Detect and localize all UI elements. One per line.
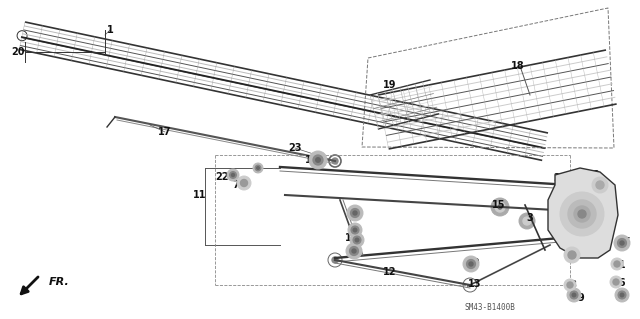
Circle shape [618,291,626,299]
Circle shape [519,213,535,229]
Circle shape [351,209,360,218]
Circle shape [615,288,629,302]
Circle shape [620,241,624,245]
Text: 20: 20 [12,47,25,57]
Text: 1: 1 [107,25,113,35]
Text: 5: 5 [623,237,630,247]
Circle shape [467,260,476,268]
Text: 9: 9 [355,208,362,218]
Circle shape [332,158,338,164]
Text: 9: 9 [578,293,584,303]
Circle shape [523,217,531,225]
Circle shape [355,238,359,242]
Circle shape [332,257,338,263]
Circle shape [596,181,604,189]
Circle shape [495,202,505,212]
Text: 23: 23 [553,173,567,183]
Circle shape [560,192,604,236]
Circle shape [230,172,236,178]
Circle shape [227,169,239,181]
Circle shape [469,262,473,266]
Circle shape [353,236,361,244]
Text: 16: 16 [563,191,577,201]
Circle shape [241,180,248,187]
Circle shape [613,279,619,285]
Text: 13: 13 [468,279,482,289]
Text: 14: 14 [305,155,319,165]
Circle shape [491,198,509,216]
Text: 9: 9 [472,258,479,268]
Circle shape [353,228,356,232]
Circle shape [498,205,502,209]
Circle shape [253,163,263,173]
Circle shape [353,211,357,215]
Text: 6: 6 [253,165,260,175]
Text: 8: 8 [570,280,577,290]
Circle shape [349,247,358,256]
Circle shape [232,174,234,176]
Text: 18: 18 [511,61,525,71]
Circle shape [610,276,622,288]
Text: 22: 22 [215,172,228,182]
Circle shape [568,251,576,259]
Circle shape [614,235,630,251]
Polygon shape [548,168,618,258]
Circle shape [567,282,573,288]
Circle shape [347,205,363,221]
Text: 19: 19 [383,80,397,90]
Circle shape [578,210,586,218]
Circle shape [572,293,576,297]
Text: 11: 11 [193,190,207,200]
Circle shape [568,200,596,228]
Circle shape [257,167,259,169]
Circle shape [316,158,320,162]
Text: SM43-B1400B: SM43-B1400B [465,302,515,311]
Text: 4: 4 [575,248,581,258]
Circle shape [564,247,580,263]
Circle shape [574,206,590,222]
Circle shape [564,279,576,291]
Circle shape [309,151,327,169]
Circle shape [592,177,608,193]
Circle shape [255,165,260,171]
Circle shape [463,256,479,272]
Circle shape [611,258,623,270]
Text: 2: 2 [593,170,600,180]
Circle shape [352,249,356,253]
Circle shape [346,243,362,259]
Circle shape [313,155,323,165]
Text: 24: 24 [575,209,589,219]
Text: 3: 3 [527,213,533,223]
Circle shape [618,239,627,248]
Text: FR.: FR. [49,277,70,287]
Text: 21: 21 [612,260,626,270]
Text: 17: 17 [158,127,172,137]
Circle shape [620,293,624,297]
Text: 15: 15 [492,200,506,210]
Circle shape [348,223,362,237]
Text: 10: 10 [345,233,359,243]
Text: 12: 12 [383,267,397,277]
Text: 23: 23 [288,143,301,153]
Text: 26: 26 [612,278,626,288]
Circle shape [567,288,581,302]
Circle shape [351,226,359,234]
Circle shape [237,176,251,190]
Circle shape [350,233,364,247]
Circle shape [570,291,578,299]
Text: 7: 7 [232,180,239,190]
Text: 25: 25 [615,292,628,302]
Circle shape [614,261,620,267]
